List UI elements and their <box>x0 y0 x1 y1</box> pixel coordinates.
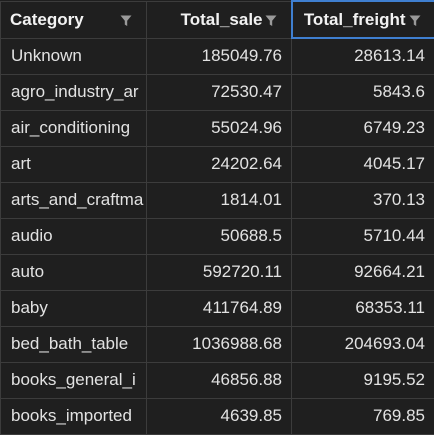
cell-total-freight[interactable]: 92664.21 <box>291 253 434 291</box>
column-header-label: Category <box>10 9 84 29</box>
cell-total-freight[interactable]: 769.85 <box>291 397 434 435</box>
cell-total-freight[interactable]: 204693.04 <box>291 325 434 363</box>
cell-total-sale[interactable]: 4639.85 <box>146 397 292 435</box>
cell-total-sale[interactable]: 411764.89 <box>146 289 292 327</box>
filter-icon[interactable] <box>120 15 132 27</box>
cell-category[interactable]: bed_bath_table <box>0 325 147 363</box>
table-row[interactable]: baby 411764.89 68353.11 <box>0 289 434 327</box>
cell-total-freight[interactable]: 68353.11 <box>291 289 434 327</box>
cell-total-sale[interactable]: 50688.5 <box>146 217 292 255</box>
cell-total-sale[interactable]: 46856.88 <box>146 361 292 399</box>
filter-icon[interactable] <box>265 15 277 27</box>
cell-total-freight[interactable]: 6749.23 <box>291 109 434 147</box>
cell-category[interactable]: books_general_i <box>0 361 147 399</box>
table-row[interactable]: art 24202.64 4045.17 <box>0 145 434 183</box>
cell-category[interactable]: audio <box>0 217 147 255</box>
table-row[interactable]: books_general_i 46856.88 9195.52 <box>0 361 434 399</box>
cell-total-freight[interactable]: 370.13 <box>291 181 434 219</box>
table-row[interactable]: bed_bath_table 1036988.68 204693.04 <box>0 325 434 363</box>
cell-total-sale[interactable]: 55024.96 <box>146 109 292 147</box>
column-header-category[interactable]: Category <box>0 0 147 39</box>
cell-category[interactable]: agro_industry_ar <box>0 73 147 111</box>
cell-category[interactable]: art <box>0 145 147 183</box>
cell-total-sale[interactable]: 72530.47 <box>146 73 292 111</box>
table-row[interactable]: books_imported 4639.85 769.85 <box>0 397 434 435</box>
table-row[interactable]: Unknown 185049.76 28613.14 <box>0 37 434 75</box>
table-row[interactable]: air_conditioning 55024.96 6749.23 <box>0 109 434 147</box>
filter-icon[interactable] <box>409 15 421 27</box>
cell-total-sale[interactable]: 1814.01 <box>146 181 292 219</box>
cell-total-sale[interactable]: 592720.11 <box>146 253 292 291</box>
column-header-total-sale[interactable]: Total_sale <box>146 0 292 39</box>
table-row[interactable]: arts_and_craftma 1814.01 370.13 <box>0 181 434 219</box>
table-row[interactable]: auto 592720.11 92664.21 <box>0 253 434 291</box>
cell-total-freight[interactable]: 9195.52 <box>291 361 434 399</box>
cell-category[interactable]: baby <box>0 289 147 327</box>
cell-total-freight[interactable]: 28613.14 <box>291 37 434 75</box>
cell-category[interactable]: books_imported <box>0 397 147 435</box>
table-row[interactable]: agro_industry_ar 72530.47 5843.6 <box>0 73 434 111</box>
cell-total-sale[interactable]: 24202.64 <box>146 145 292 183</box>
cell-total-freight[interactable]: 5710.44 <box>291 217 434 255</box>
column-header-total-freight[interactable]: Total_freight <box>290 0 434 39</box>
cell-category[interactable]: auto <box>0 253 147 291</box>
cell-total-freight[interactable]: 5843.6 <box>291 73 434 111</box>
column-header-label: Total_sale <box>180 9 263 29</box>
cell-category[interactable]: air_conditioning <box>0 109 147 147</box>
column-header-label: Total_freight <box>303 9 406 29</box>
header-row: Category Total_sale Total_freight <box>0 0 434 39</box>
cell-total-sale[interactable]: 1036988.68 <box>146 325 292 363</box>
cell-total-sale[interactable]: 185049.76 <box>146 37 292 75</box>
cell-category[interactable]: arts_and_craftma <box>0 181 147 219</box>
cell-category[interactable]: Unknown <box>0 37 147 75</box>
cell-total-freight[interactable]: 4045.17 <box>291 145 434 183</box>
table-row[interactable]: audio 50688.5 5710.44 <box>0 217 434 255</box>
